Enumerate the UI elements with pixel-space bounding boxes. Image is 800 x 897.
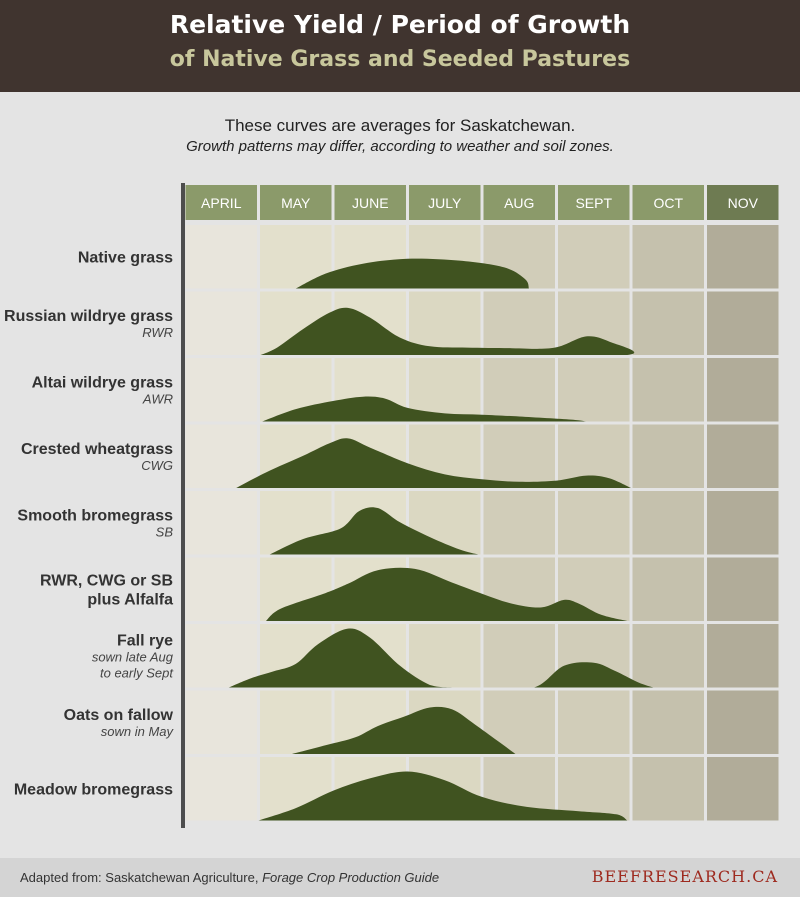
- grid-cell: [707, 757, 779, 821]
- growth-curve-russian-wildrye-grass: [260, 307, 635, 355]
- row-label-meadow-bromegrass: Meadow bromegrass: [14, 781, 173, 798]
- month-header-april: [185, 185, 257, 220]
- chart-title: Relative Yield / Period of Growth: [169, 10, 631, 39]
- brand-logo: BEEFRESEARCH.CA: [591, 867, 778, 886]
- grid-cell: [632, 757, 704, 821]
- note-weather: Growth patterns may differ, according to…: [186, 138, 614, 155]
- grid-cell: [483, 424, 555, 488]
- growth-curve-smooth-bromegrass: [269, 507, 479, 555]
- footer: Adapted from: Saskatchewan Agriculture, …: [0, 858, 800, 897]
- grid-cell: [558, 491, 630, 555]
- grid-cell: [707, 557, 779, 621]
- row-label-fall-rye: Fall rye: [117, 632, 173, 649]
- grid-cell: [185, 557, 257, 621]
- month-header-july: [409, 185, 481, 220]
- grid-cell: [483, 491, 555, 555]
- header-banner: Relative Yield / Period of Growth of Nat…: [0, 0, 800, 92]
- growth-curve-rwr-cwg-or-sb-plus-alfalfa: [265, 567, 628, 621]
- grid-cell: [632, 291, 704, 355]
- source-title: Forage Crop Production Guide: [262, 870, 440, 885]
- row-label-rwr-cwg-or-sb-plus-alfalfa: RWR, CWG or SB: [40, 572, 173, 589]
- month-label-sept: SEPT: [575, 195, 612, 211]
- month-header-nov: [707, 185, 779, 220]
- row-note-crested-wheatgrass: CWG: [141, 458, 173, 473]
- row-label-rwr-cwg-or-sb-plus-alfalfa: plus Alfalfa: [87, 591, 173, 608]
- grid-cell: [483, 358, 555, 422]
- growth-curve-native-grass: [295, 258, 529, 289]
- month-header-aug: [483, 185, 555, 220]
- grid-cell: [409, 624, 481, 688]
- growth-curve-oats-on-fallow: [292, 706, 516, 754]
- grid-cell: [632, 491, 704, 555]
- grid-cell: [558, 690, 630, 754]
- grid-cell: [185, 491, 257, 555]
- month-label-oct: OCT: [653, 195, 683, 211]
- month-header-sept: [558, 185, 630, 220]
- growth-curve-crested-wheatgrass: [236, 438, 631, 488]
- growth-chart: APRIL MAY JUNE JULY AUG SEPT OCT NOV Native gras…: [4, 183, 779, 828]
- row-note-fall-rye: sown late Aug: [92, 649, 174, 664]
- note-averages: These curves are averages for Saskatchew…: [224, 116, 576, 135]
- grid-cell: [558, 358, 630, 422]
- grid-cell: [185, 757, 257, 821]
- chart-subtitle: of Native Grass and Seeded Pastures: [169, 47, 631, 72]
- month-label-nov: NOV: [728, 195, 759, 211]
- month-label-april: APRIL: [201, 195, 242, 211]
- row-note-smooth-bromegrass: SB: [156, 524, 174, 539]
- grid-cell: [707, 358, 779, 422]
- grid-cell: [409, 291, 481, 355]
- month-label-june: JUNE: [352, 195, 389, 211]
- grid-cell: [632, 358, 704, 422]
- month-label-aug: AUG: [504, 195, 534, 211]
- row-note-russian-wildrye-grass: RWR: [142, 325, 173, 340]
- month-header-oct: [632, 185, 704, 220]
- growth-curve-fall-rye: [228, 628, 654, 688]
- axis-line: [181, 183, 185, 828]
- grid-cell: [185, 225, 257, 289]
- grid-cell: [483, 291, 555, 355]
- grid-cell: [707, 225, 779, 289]
- grid-cell: [632, 225, 704, 289]
- month-header-may: [260, 185, 332, 220]
- grid-cell: [707, 624, 779, 688]
- grid-cell: [632, 424, 704, 488]
- grid-cell: [707, 690, 779, 754]
- row-note-fall-rye: to early Sept: [100, 665, 174, 680]
- grid-cell: [707, 491, 779, 555]
- grid-cell: [185, 424, 257, 488]
- grid-cell: [185, 358, 257, 422]
- month-label-july: JULY: [428, 195, 462, 211]
- grid-cell: [185, 624, 257, 688]
- row-label-smooth-bromegrass: Smooth bromegrass: [17, 507, 173, 524]
- month-header-june: [334, 185, 406, 220]
- growth-curve-altai-wildrye-grass: [262, 396, 587, 422]
- row-label-russian-wildrye-grass: Russian wildrye grass: [4, 308, 173, 325]
- row-label-oats-on-fallow: Oats on fallow: [64, 707, 174, 724]
- month-label-may: MAY: [281, 195, 311, 211]
- row-label-altai-wildrye-grass: Altai wildrye grass: [32, 374, 173, 391]
- grid-cell: [558, 225, 630, 289]
- row-note-oats-on-fallow: sown in May: [101, 724, 175, 739]
- row-label-native-grass: Native grass: [78, 249, 173, 266]
- grid-cell: [185, 291, 257, 355]
- grid-cell: [558, 757, 630, 821]
- grid-cell: [483, 624, 555, 688]
- grid-cell: [632, 690, 704, 754]
- source-credit: Adapted from: Saskatchewan Agriculture, …: [20, 870, 439, 885]
- growth-curve-meadow-bromegrass: [258, 771, 628, 821]
- row-label-crested-wheatgrass: Crested wheatgrass: [21, 441, 173, 458]
- grid-cell: [707, 291, 779, 355]
- grid-cell: [185, 690, 257, 754]
- row-note-altai-wildrye-grass: AWR: [142, 391, 173, 406]
- grid-cell: [632, 624, 704, 688]
- grid-cell: [260, 690, 332, 754]
- grid-cell: [707, 424, 779, 488]
- source-prefix: Adapted from: Saskatchewan Agriculture,: [20, 870, 263, 885]
- grid-cell: [632, 557, 704, 621]
